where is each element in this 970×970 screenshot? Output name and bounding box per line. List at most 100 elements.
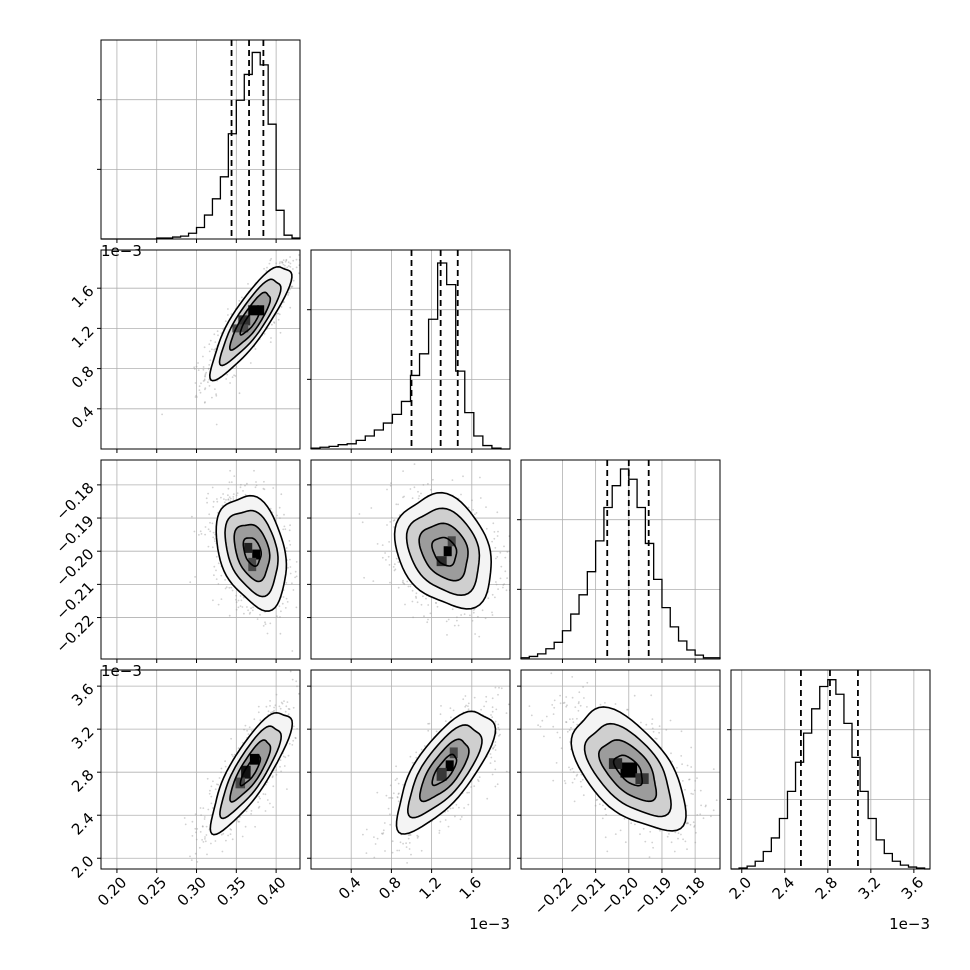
scatter-0-1-point — [207, 367, 210, 370]
scatter-1-2-point — [493, 531, 496, 533]
scatter-2-3-point — [658, 725, 661, 728]
scatter-0-2-point — [269, 622, 272, 625]
scatter-0-1-point — [295, 244, 297, 246]
scatter-1-3-point — [498, 686, 500, 689]
scatter-0-1-point — [282, 259, 285, 261]
scatter-0-3-point — [258, 805, 261, 808]
scatter-0-2-point — [235, 494, 238, 497]
scatter-1-2-point — [393, 519, 396, 521]
scatter-0-2-point — [236, 492, 239, 495]
scatter-0-3-point — [285, 705, 288, 708]
scatter-0-3-point — [196, 861, 199, 863]
scatter-1-3-point — [449, 707, 452, 710]
scatter-1-2-point — [394, 568, 397, 571]
scatter-2-3-point — [693, 824, 696, 827]
scatter-0-2-point — [262, 487, 265, 490]
scatter-1-2-point — [484, 617, 487, 620]
scatter-2-3-point — [677, 832, 680, 834]
scatter-0-3-point — [307, 697, 309, 699]
scatter-2-3-point — [594, 804, 597, 807]
scatter-1-2-point — [485, 506, 487, 508]
scatter-1-3-point — [405, 842, 407, 845]
scatter-0-3-point — [307, 711, 309, 713]
scatter-0-1-point — [287, 291, 290, 294]
scatter-0-3-point — [289, 670, 292, 673]
scatter-1-2-point — [429, 488, 432, 491]
scatter-1-2-point — [406, 580, 409, 583]
scatter-2-3-point — [545, 715, 548, 718]
scatter-1-3-point — [497, 693, 499, 696]
scatter-0-3-point — [195, 831, 197, 834]
scatter-1-3-point — [428, 722, 431, 725]
scatter-1-2-point — [426, 621, 429, 624]
scatter-0-1-point — [238, 299, 241, 302]
scatter-0-3-point — [281, 702, 284, 705]
scatter-0-3-point — [284, 756, 287, 759]
scatter-0-1-content — [161, 234, 303, 426]
scatter-1-2-point — [477, 615, 479, 618]
hist-3-frame — [730, 669, 931, 870]
scatter-0-3-point — [243, 728, 246, 731]
scatter-0-3-point — [264, 810, 267, 812]
scatter-0-2-point — [241, 606, 244, 608]
scatter-0-3-point — [237, 747, 240, 749]
scatter-1-2-point — [460, 614, 462, 616]
scatter-0-1-point — [209, 359, 212, 362]
scatter-1-3-point — [396, 849, 399, 852]
scatter-0-3-point — [216, 783, 218, 786]
scatter-0-3-point — [296, 728, 298, 730]
scatter-0-1-point — [249, 362, 252, 364]
scatter-1-2-point — [402, 579, 404, 582]
scatter-1-3-point — [388, 797, 390, 799]
scatter-0-1-point — [197, 369, 200, 371]
scatter-0-1-point — [204, 388, 206, 391]
scatter-1-2-point — [456, 616, 458, 619]
scatter-2-3-point — [565, 721, 567, 723]
scatter-0-2-point — [242, 596, 245, 599]
scatter-1-2-point — [389, 581, 391, 584]
scatter-0-3-point — [196, 828, 199, 830]
scatter-0-3-point — [296, 685, 298, 688]
scatter-0-3-contour-0 — [239, 753, 262, 787]
scatter-0-2-point — [251, 609, 254, 612]
scatter-0-2-point — [228, 496, 231, 498]
scatter-0-1-point — [301, 259, 303, 261]
scatter-0-2-point — [239, 605, 242, 607]
scatter-0-1-point — [204, 401, 206, 403]
scatter-1-3-point — [458, 806, 460, 809]
scatter-0-1-point — [194, 396, 197, 398]
scatter-0-2-point — [262, 625, 265, 627]
scatter-1-3-point — [397, 793, 400, 795]
scatter-0-2-point — [232, 493, 235, 495]
scatter-1-2-point — [506, 577, 508, 579]
scatter-0-3-point — [208, 792, 211, 795]
scatter-1-3-point — [494, 749, 497, 751]
scatter-1-3-point — [435, 730, 438, 733]
scatter-0-1-point — [301, 248, 303, 250]
scatter-1-2-point — [513, 560, 515, 562]
scatter-1-2-point — [393, 569, 396, 572]
scatter-0-3-point — [177, 873, 179, 875]
scatter-0-3-content — [177, 670, 309, 875]
scatter-0-3-point — [272, 775, 274, 777]
scatter-1-3-point — [415, 756, 418, 759]
scatter-0-2-point — [285, 582, 288, 584]
scatter-1-2-point — [418, 495, 421, 497]
scatter-0-2-point — [252, 606, 255, 609]
scatter-1-2-point — [363, 576, 365, 579]
scatter-0-1-point — [277, 312, 280, 315]
scatter-0-2-point — [227, 494, 229, 497]
scatter-0-2-point — [230, 481, 233, 483]
scatter-0-1-point — [263, 267, 265, 270]
scatter-0-3-point — [267, 710, 270, 713]
scatter-0-1-point — [202, 355, 204, 358]
scatter-0-1-point — [198, 385, 201, 388]
scatter-0-2-point — [276, 615, 278, 618]
scatter-0-1-point — [297, 234, 299, 236]
scatter-2-3-point — [578, 701, 580, 703]
scatter-1-3-point — [409, 755, 412, 758]
scatter-0-3-point — [232, 755, 234, 758]
scatter-0-1-point — [204, 375, 206, 378]
scatter-0-2-point — [295, 606, 298, 609]
scatter-1-3-point — [494, 741, 497, 743]
